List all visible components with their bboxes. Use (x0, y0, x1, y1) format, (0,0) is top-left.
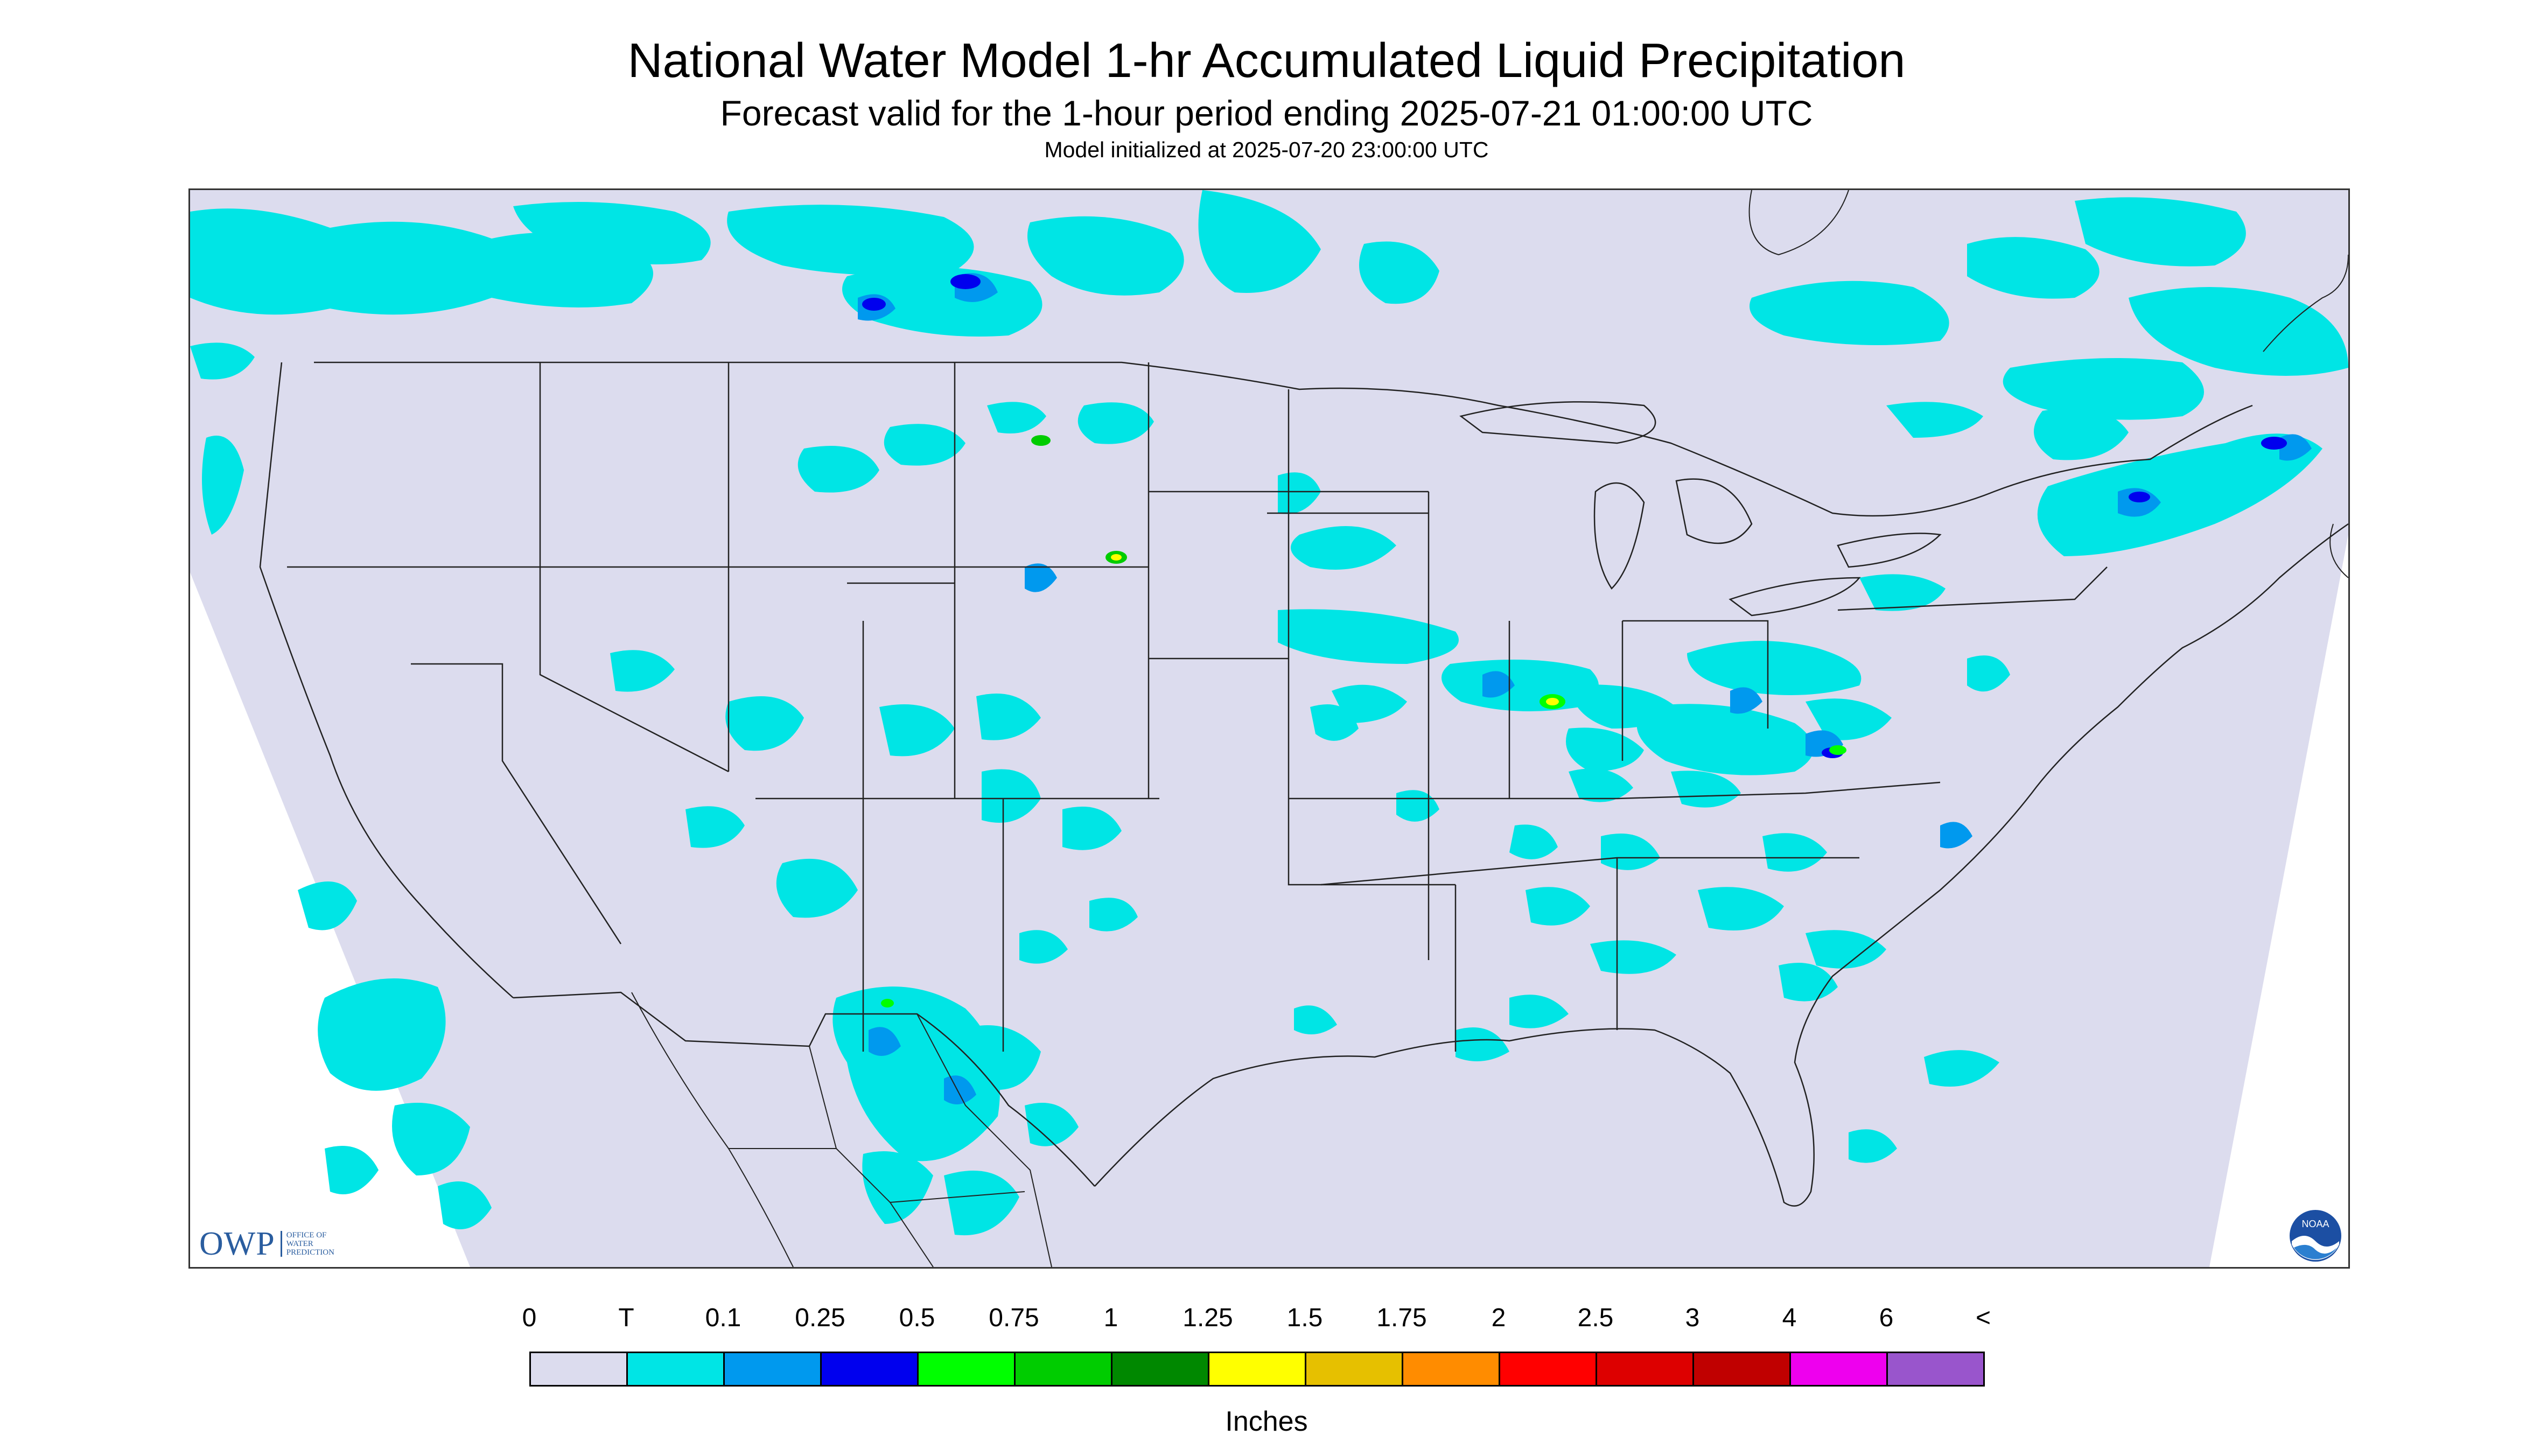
owp-logo-text: OWP (199, 1225, 275, 1262)
legend-colorbar (529, 1352, 1985, 1387)
legend-tick-label: 1.25 (1182, 1304, 1233, 1332)
mexico-boundaries (631, 992, 1052, 1267)
legend-swatch (1596, 1352, 1694, 1387)
model-domain (190, 190, 2348, 1267)
legend-swatch (1208, 1352, 1306, 1387)
map-title: National Water Model 1-hr Accumulated Li… (627, 34, 1906, 88)
legend-tick-label: 6 (1879, 1304, 1894, 1332)
legend-swatch (1014, 1352, 1112, 1387)
legend-swatch (1886, 1352, 1985, 1387)
map-subtitle: Forecast valid for the 1-hour period end… (720, 93, 1813, 133)
legend-tick-label: 4 (1782, 1304, 1797, 1332)
legend-swatch (820, 1352, 919, 1387)
legend-unit-label: Inches (1225, 1406, 1308, 1437)
legend-swatch (1692, 1352, 1791, 1387)
map-panel (188, 188, 2350, 1269)
legend-tick-label: 0.1 (705, 1304, 741, 1332)
legend-swatch (1111, 1352, 1209, 1387)
legend-tick-label: 0.75 (989, 1304, 1039, 1332)
noaa-logo-text: NOAA (2301, 1219, 2329, 1229)
legend-tick-label: 3 (1685, 1304, 1700, 1332)
legend-tick-label: 2 (1491, 1304, 1506, 1332)
legend-swatch (626, 1352, 725, 1387)
heavy-precip (881, 435, 1846, 1007)
legend-tick-label: 1.5 (1286, 1304, 1323, 1332)
legend-swatch (1305, 1352, 1403, 1387)
legend-tick-label: 2.5 (1577, 1304, 1614, 1332)
trace-precip (190, 190, 2348, 1236)
legend-tick-label: 1 (1103, 1304, 1118, 1332)
legend-tick-label: < (1975, 1304, 1991, 1332)
legend-tick-label: 0.5 (899, 1304, 935, 1332)
legend-swatch (529, 1352, 628, 1387)
legend-swatch (1499, 1352, 1597, 1387)
model-init-text: Model initialized at 2025-07-20 23:00:00… (1044, 137, 1489, 162)
legend-tick-label: T (618, 1304, 634, 1332)
owp-logo: OWP OFFICE OF WATER PREDICTION (199, 1222, 351, 1265)
legend-tick-label: 1.75 (1376, 1304, 1427, 1332)
noaa-logo: NOAA (2290, 1210, 2341, 1262)
legend-tick-label: 0.25 (795, 1304, 845, 1332)
legend-swatch (1789, 1352, 1888, 1387)
precipitation-map (190, 190, 2348, 1267)
canada-coast (1748, 190, 2348, 578)
legend-swatch (723, 1352, 822, 1387)
legend-swatch (1402, 1352, 1500, 1387)
legend-swatch (917, 1352, 1016, 1387)
owp-logo-subtext: OFFICE OF WATER PREDICTION (280, 1231, 351, 1257)
boundaries (259, 361, 2348, 1207)
legend-tick-label: 0 (522, 1304, 537, 1332)
